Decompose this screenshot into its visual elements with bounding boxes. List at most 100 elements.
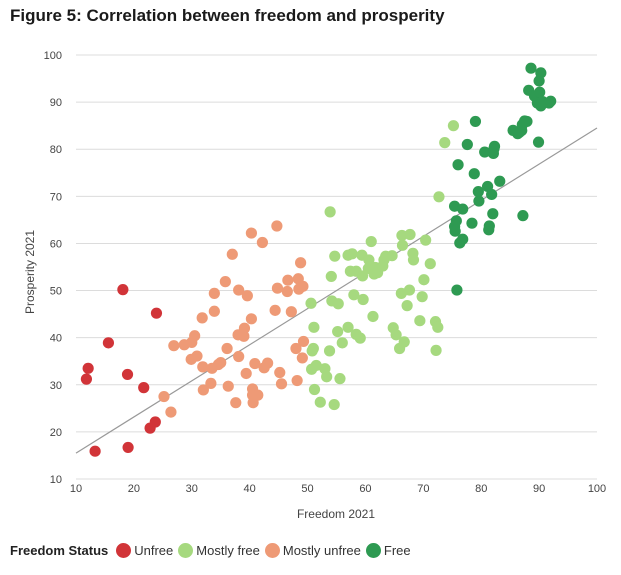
point-mostly-free-21: [342, 321, 354, 333]
point-mostly-free-61: [432, 321, 444, 333]
point-mostly-unfree-43: [274, 366, 286, 379]
y-tick-label-10: 10: [50, 474, 62, 486]
point-free-15: [479, 146, 491, 158]
point-mostly-unfree-10: [197, 384, 209, 396]
point-mostly-free-23: [346, 248, 358, 260]
point-free-2: [449, 225, 461, 237]
point-mostly-free-19: [336, 337, 348, 349]
point-unfree-0: [80, 373, 93, 385]
y-axis-title: Prosperity 2021: [23, 230, 37, 314]
point-mostly-unfree-24: [233, 350, 245, 363]
point-mostly-free-16: [332, 325, 344, 338]
point-mostly-free-27: [354, 332, 366, 344]
point-mostly-unfree-20: [226, 248, 238, 260]
x-tick-label-50: 50: [301, 483, 313, 495]
point-free-10: [466, 217, 478, 229]
point-mostly-unfree-7: [191, 350, 203, 362]
point-mostly-unfree-39: [262, 357, 274, 369]
y-tick-label-60: 60: [50, 238, 62, 250]
point-unfree-6: [122, 441, 134, 454]
point-mostly-unfree-6: [189, 330, 201, 342]
point-mostly-free-12: [325, 270, 337, 283]
y-tick-label-40: 40: [50, 333, 62, 345]
point-mostly-unfree-1: [165, 406, 177, 418]
point-free-39: [534, 86, 546, 98]
data-points: [80, 62, 557, 457]
point-free-9: [461, 138, 473, 151]
point-free-37: [532, 136, 545, 148]
point-mostly-unfree-54: [297, 280, 309, 292]
point-mostly-free-56: [418, 274, 430, 286]
point-mostly-free-41: [386, 250, 398, 262]
point-unfree-5: [121, 368, 134, 381]
point-mostly-free-46: [396, 229, 408, 242]
y-axis: 10 20 30 40 50 60 70 80 90 100: [44, 50, 62, 486]
point-free-23: [488, 140, 501, 152]
point-mostly-unfree-14: [208, 287, 220, 299]
x-tick-label-60: 60: [359, 483, 371, 495]
point-mostly-unfree-2: [168, 340, 180, 352]
legend-item-free: Free: [365, 542, 411, 558]
x-tick-label-100: 100: [588, 483, 606, 495]
point-free-13: [472, 186, 484, 198]
point-mostly-unfree-11: [205, 377, 217, 389]
point-mostly-free-6: [310, 359, 322, 372]
point-mostly-free-58: [424, 258, 436, 270]
point-mostly-unfree-27: [240, 367, 252, 380]
mostly-unfree-swatch-icon: [264, 542, 280, 558]
point-mostly-unfree-16: [215, 357, 227, 369]
x-tick-label-10: 10: [70, 483, 82, 495]
point-mostly-unfree-17: [219, 276, 231, 288]
point-mostly-free-62: [433, 191, 445, 203]
y-tick-label-90: 90: [50, 97, 62, 109]
point-unfree-2: [89, 445, 101, 457]
point-mostly-free-50: [403, 284, 416, 296]
point-mostly-free-47: [396, 239, 409, 251]
point-free-18: [483, 220, 495, 232]
point-mostly-unfree-44: [275, 378, 288, 390]
point-unfree-9: [149, 416, 161, 428]
point-mostly-unfree-36: [252, 389, 264, 401]
point-free-8: [457, 233, 469, 245]
point-mostly-unfree-0: [158, 390, 170, 403]
y-tick-label-50: 50: [50, 286, 62, 298]
point-mostly-unfree-48: [290, 342, 302, 355]
point-free-5: [452, 159, 464, 171]
point-mostly-unfree-47: [285, 306, 297, 318]
point-mostly-free-57: [420, 234, 432, 246]
point-mostly-free-3: [307, 342, 319, 355]
point-mostly-free-32: [363, 254, 375, 266]
point-mostly-free-18: [334, 373, 346, 385]
point-mostly-free-4: [308, 321, 320, 333]
point-mostly-unfree-9: [197, 361, 209, 373]
point-mostly-free-17: [332, 298, 344, 310]
unfree-swatch-icon: [116, 542, 132, 558]
legend-title: Freedom Status: [10, 542, 109, 558]
point-mostly-free-24: [348, 289, 360, 301]
point-mostly-free-9: [321, 371, 333, 383]
point-mostly-unfree-45: [281, 285, 293, 298]
legend: Freedom Status Unfree Mostly free Mostly…: [10, 540, 416, 560]
point-mostly-free-15: [329, 250, 341, 262]
point-free-3: [450, 215, 462, 227]
point-mostly-free-29: [356, 270, 369, 282]
point-unfree-10: [150, 307, 163, 319]
x-tick-label-90: 90: [533, 483, 545, 495]
point-free-34: [525, 62, 537, 74]
x-tick-label-20: 20: [128, 483, 140, 495]
point-mostly-unfree-42: [271, 282, 284, 294]
point-free-4: [451, 284, 463, 296]
y-tick-label-70: 70: [50, 191, 62, 203]
point-mostly-free-34: [367, 310, 379, 323]
point-mostly-unfree-28: [241, 290, 253, 302]
point-mostly-unfree-8: [196, 312, 208, 324]
point-mostly-free-0: [305, 297, 317, 309]
legend-item-mostly-unfree: Mostly unfree: [264, 542, 361, 558]
legend-label: Free: [383, 542, 411, 558]
x-tick-label-30: 30: [186, 483, 198, 495]
point-mostly-unfree-19: [222, 380, 234, 392]
point-mostly-unfree-21: [230, 397, 242, 409]
point-mostly-unfree-53: [296, 352, 308, 364]
point-mostly-free-33: [365, 235, 377, 248]
x-tick-label-80: 80: [475, 483, 487, 495]
